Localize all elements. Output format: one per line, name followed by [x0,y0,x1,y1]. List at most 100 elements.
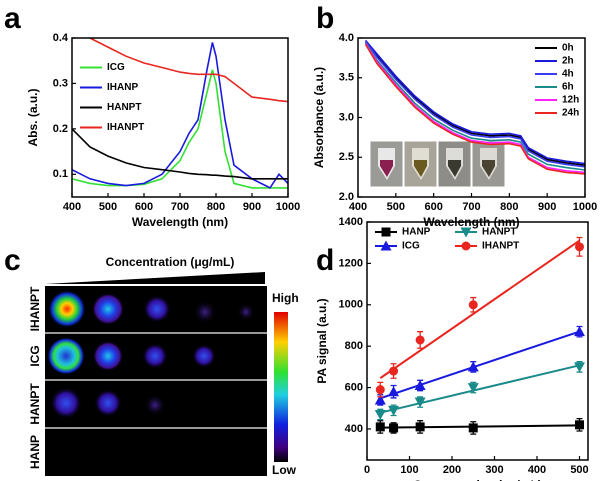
data-point [414,397,426,408]
data-point [374,409,386,420]
colorbar [274,312,288,462]
y-tick-label: 2.0 [339,191,354,203]
data-point [374,394,386,405]
fit-line [380,364,580,414]
y-tick-label: 600 [345,381,363,393]
panel-label: c [4,244,21,277]
axes-frame [366,221,589,461]
data-point [388,405,400,416]
pa-spot [237,303,255,321]
y-axis-label: Absorbance (a.u.) [312,67,326,168]
legend-label: HANP [402,227,431,238]
data-point [415,335,425,345]
x-tick-label: 700 [171,201,189,213]
row-label: ICG [28,345,42,366]
fit-line [379,239,581,379]
y-axis-label: PA signal (a.u.) [315,298,329,383]
x-tick-label: 500 [99,201,117,213]
x-tick-label: 600 [424,201,442,213]
x-tick-label: 800 [207,201,225,213]
y-tick-label: 0.4 [53,32,69,44]
x-tick-label: 400 [63,201,81,213]
y-tick-label: 3.5 [339,72,354,84]
series-line [364,40,585,168]
x-tick-label: 400 [349,201,367,213]
data-point [389,423,399,433]
plot [374,236,585,435]
data-point [375,422,385,432]
legend-label: 24h [562,108,579,119]
fit-line [380,424,580,429]
legend-marker [380,240,392,251]
x-tick-label: 700 [462,201,480,213]
vial-photo [369,140,506,188]
legend-label: ICG [107,62,125,73]
series-line [72,128,288,180]
vial-liquid [380,160,393,177]
colorbar-high: High [272,291,299,305]
data-point [414,379,426,390]
series-line [72,69,288,189]
row-label: IHANPT [28,286,42,331]
data-point [389,366,399,376]
y-tick-label: 1200 [339,257,363,269]
x-tick-label: 400 [528,464,546,476]
series-line [364,39,585,165]
vial-liquid [482,160,495,177]
y-tick-label: 1400 [339,216,363,228]
y-axis-label: Abs. (a.u.) [26,88,40,146]
series-line [364,43,585,175]
pa-spot [142,343,168,369]
legend-label: 2h [562,56,574,67]
y-tick-label: 800 [345,340,363,352]
x-tick-label: 900 [243,201,261,213]
plot [72,38,288,189]
axes-frame [71,37,289,198]
y-tick-label: 4.0 [339,32,354,44]
colorbar-low: Low [272,463,297,477]
legend-marker [381,227,391,237]
legend-label: HANPT [482,227,516,238]
legend-label: IHANP [107,82,138,93]
legend-label: 6h [562,82,574,93]
panel-label: a [4,2,21,35]
series-line [72,42,288,189]
pa-spot [47,337,85,375]
vial-liquid [448,160,461,177]
legend-label: HANPT [107,102,141,113]
series-line [364,42,585,171]
x-tick-label: 1000 [276,201,300,213]
x-tick-label: 0 [364,464,370,476]
legend-label: ICG [402,241,420,252]
data-point [467,383,479,394]
x-tick-label: 900 [538,201,556,213]
x-tick-label: 200 [443,464,461,476]
pa-spot [143,295,171,323]
x-tick-label: 500 [570,464,588,476]
data-point [468,300,478,310]
x-axis-label: Wavelength (nm) [132,215,228,229]
data-point [574,362,585,373]
x-axis-label: Concentration (μg/mL) [413,478,542,481]
y-tick-label: 3.0 [339,111,354,123]
row-label: HANPT [28,383,42,425]
legend-label: 0h [562,43,574,54]
series-line [88,38,288,103]
x-tick-label: 300 [485,464,503,476]
x-tick-label: 500 [387,201,405,213]
pa-spot [144,394,166,416]
panel-label: b [316,2,334,35]
series-line [364,43,585,174]
data-point [575,242,584,252]
y-tick-label: 2.5 [339,151,354,163]
legend-label: IHANPT [482,241,519,252]
x-tick-label: 600 [135,201,153,213]
panel-label: d [316,244,334,277]
data-point [574,326,585,337]
data-point [467,361,479,372]
y-tick-label: 1000 [339,299,363,311]
legend-marker [460,227,472,238]
concentration-wedge [45,272,265,284]
axes-frame [357,37,586,198]
